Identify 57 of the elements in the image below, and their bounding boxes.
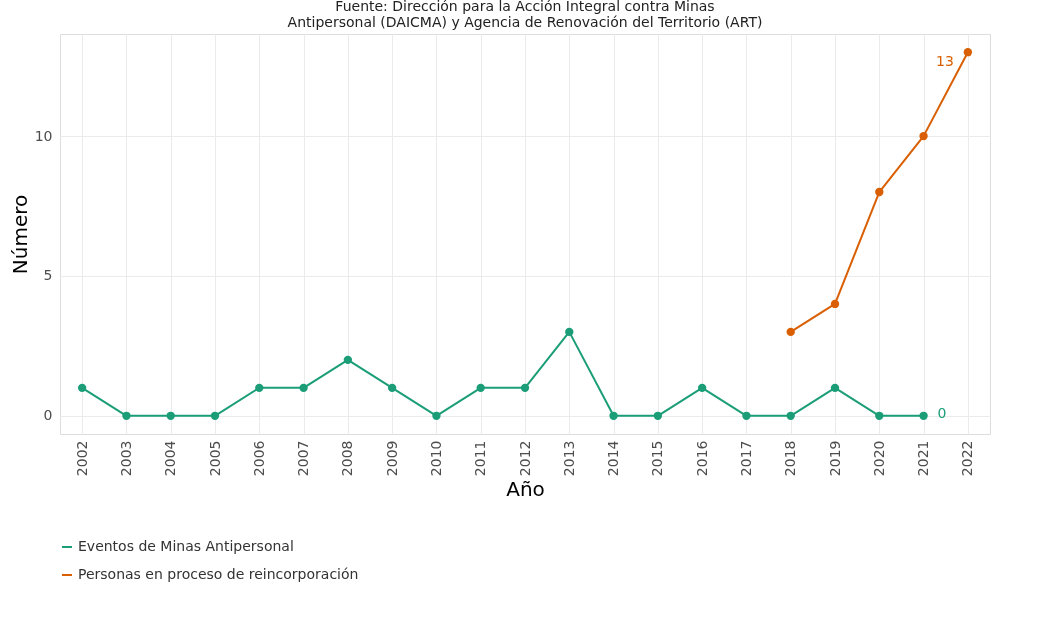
x-tick-label: 2012	[516, 440, 533, 477]
x-tick-label: 2022	[959, 440, 976, 477]
point	[830, 299, 840, 309]
x-tick-label: 2003	[117, 440, 134, 477]
x-tick-label: 2013	[560, 440, 577, 477]
point	[742, 411, 751, 420]
point	[653, 411, 663, 420]
y-tick-label: 10	[34, 127, 53, 144]
point	[919, 131, 928, 141]
legend-label: Personas en proceso de reincorporación	[78, 566, 359, 582]
point	[77, 383, 87, 393]
point	[520, 383, 530, 393]
point	[786, 411, 795, 420]
x-tick-label: 2007	[295, 440, 312, 477]
y-axis-title: Número	[7, 194, 32, 275]
x-tick-label: 2016	[693, 440, 710, 477]
y-tick-label: 0	[43, 407, 53, 424]
x-tick-label: 2017	[737, 440, 754, 477]
point	[875, 411, 884, 420]
x-tick-label: 2019	[826, 440, 843, 477]
point	[299, 383, 308, 393]
x-tick-label: 2018	[782, 440, 799, 477]
x-tick-label: 2011	[472, 440, 489, 477]
point	[255, 383, 264, 393]
x-tick-label: 2005	[206, 440, 223, 477]
x-tick-label: 2002	[73, 440, 90, 477]
point	[387, 383, 397, 393]
point	[166, 411, 175, 420]
x-tick-label: 2020	[870, 440, 887, 477]
point	[786, 327, 795, 337]
point	[963, 48, 973, 57]
x-tick-label: 2006	[250, 440, 267, 477]
point	[122, 411, 131, 420]
legend-label: Eventos de Minas Antipersonal	[78, 538, 294, 554]
x-tick-label: 2014	[605, 440, 622, 477]
point	[210, 411, 220, 420]
x-tick-label: 2009	[383, 440, 400, 477]
point	[565, 327, 574, 337]
point	[919, 411, 928, 420]
text: Antipersonal (DAICMA) y Agencia de Renovación del Territorio (ART)	[287, 14, 763, 30]
x-tick-label: 2015	[649, 440, 666, 477]
point	[343, 355, 353, 365]
point	[476, 383, 485, 393]
point	[830, 383, 840, 393]
annotation: 13	[936, 53, 954, 70]
x-tick-label: 2010	[427, 440, 444, 477]
x-tick-label: 2008	[339, 440, 356, 477]
point	[697, 383, 707, 393]
point	[609, 411, 618, 420]
x-tick-label: 2021	[915, 440, 932, 477]
annotation: 0	[937, 404, 947, 421]
source-note: Fuente: Dirección para la Acción Integral contra Minas	[335, 0, 715, 14]
x-axis-title: Año	[506, 477, 545, 502]
point	[432, 411, 441, 420]
x-tick-label: 2004	[162, 440, 179, 477]
y-tick-label: 5	[43, 267, 53, 284]
point	[875, 187, 884, 197]
